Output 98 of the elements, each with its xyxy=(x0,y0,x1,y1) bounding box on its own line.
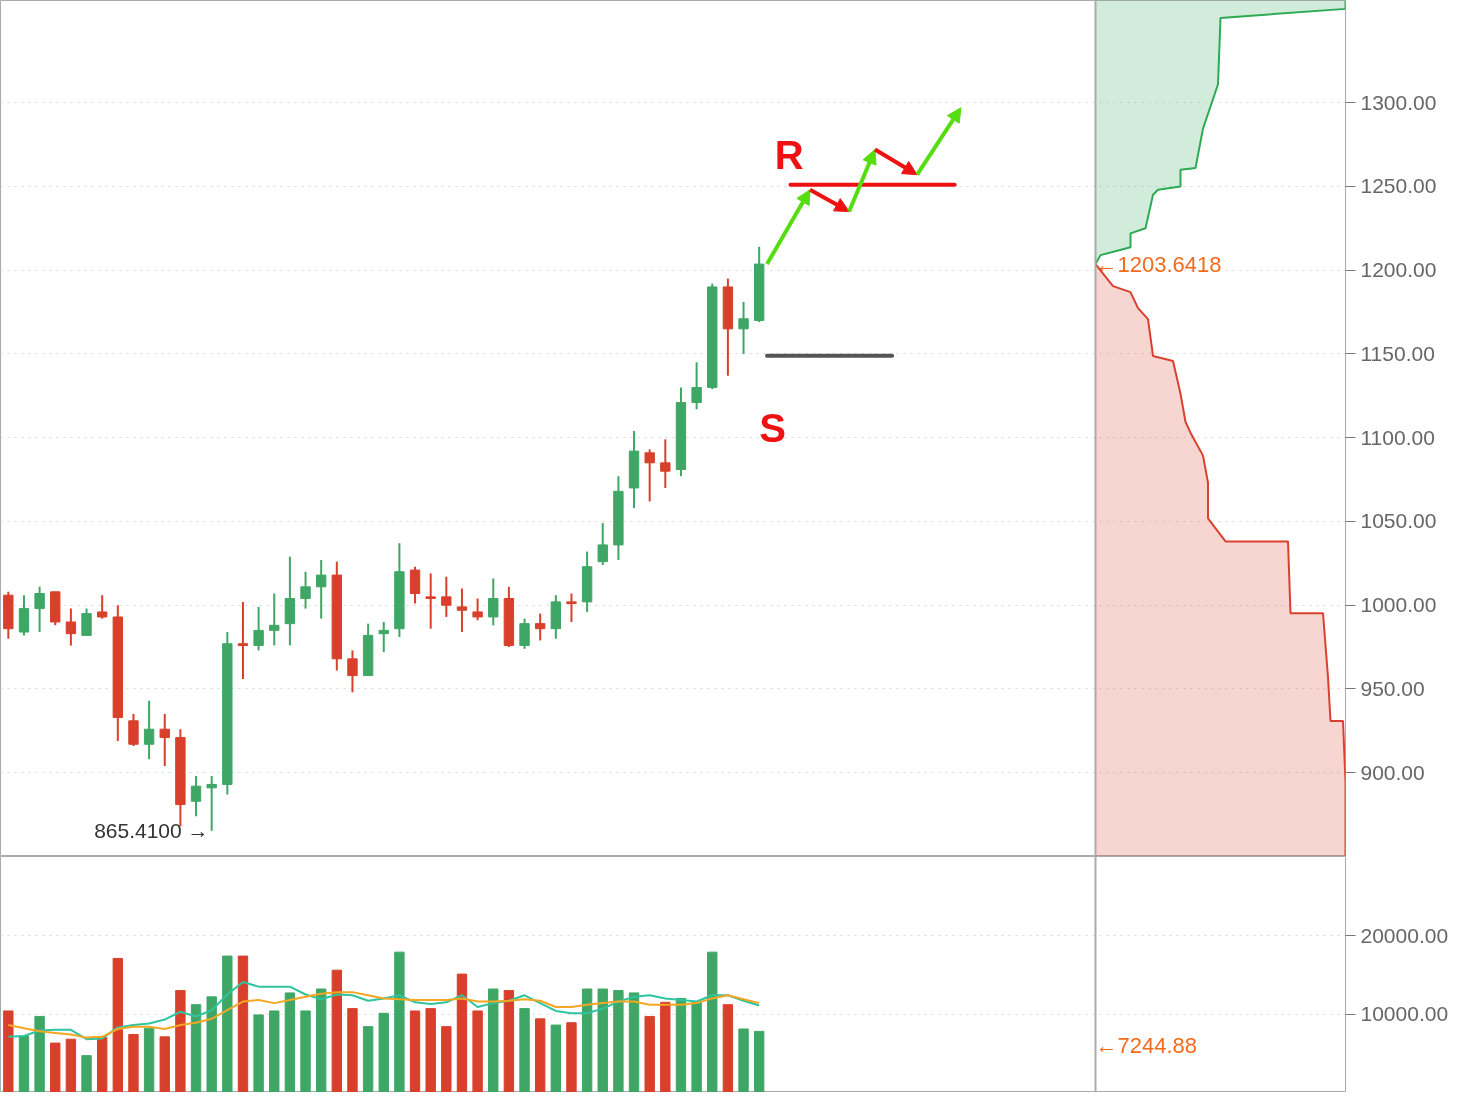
y-tick-label: 1150.00 xyxy=(1360,341,1435,365)
y-tick-label: 1050.00 xyxy=(1360,509,1437,533)
candlestick xyxy=(269,592,280,647)
bar xyxy=(190,1004,202,1092)
bar xyxy=(331,969,343,1092)
candlestick xyxy=(159,713,170,768)
candlestick xyxy=(34,585,45,634)
bar xyxy=(707,951,718,1092)
y-tick-label: 1000.00 xyxy=(1360,593,1437,617)
bar xyxy=(550,1024,562,1092)
bar xyxy=(222,955,233,1092)
bar xyxy=(206,996,217,1092)
line-series xyxy=(7,980,761,1041)
candlestick xyxy=(456,587,468,634)
candlestick xyxy=(65,607,77,647)
bar xyxy=(472,1010,483,1092)
candlestick xyxy=(488,577,499,627)
bar xyxy=(753,1030,765,1092)
y-tick-label: 1250.00 xyxy=(1360,174,1437,198)
bar xyxy=(300,1010,311,1092)
bar xyxy=(519,1008,530,1092)
bar xyxy=(488,988,499,1092)
bar xyxy=(441,1026,452,1092)
bar xyxy=(628,992,640,1092)
candlestick xyxy=(738,301,749,355)
bar xyxy=(691,1001,702,1092)
candlestick xyxy=(300,570,311,610)
y-tick-label: 950.00 xyxy=(1360,676,1425,700)
y-tick-label: 1200.00 xyxy=(1360,258,1437,282)
y-tick-label: 900.00 xyxy=(1360,760,1425,784)
ref-line-label: R xyxy=(774,132,804,177)
candlestick xyxy=(347,649,358,694)
bar xyxy=(81,1055,92,1092)
candlestick xyxy=(519,617,530,650)
candlestick xyxy=(206,775,217,832)
candlestick xyxy=(409,565,421,605)
ref-line-label: S xyxy=(759,405,786,450)
annotation: 865.4100 → xyxy=(94,819,209,843)
candlestick xyxy=(472,597,483,622)
y-tick-label: 20000.00 xyxy=(1360,923,1449,947)
bar xyxy=(347,1008,358,1092)
bar xyxy=(644,1015,655,1092)
candlestick xyxy=(143,699,155,761)
annotation: ←1203.6418 xyxy=(1095,251,1222,277)
bar xyxy=(394,951,405,1092)
bar xyxy=(566,1022,577,1092)
bar xyxy=(143,1027,155,1092)
candlestick xyxy=(534,612,546,642)
bar xyxy=(175,990,186,1092)
bar xyxy=(3,1010,14,1092)
bar xyxy=(456,973,468,1092)
bar xyxy=(503,990,515,1092)
bar xyxy=(534,1018,546,1092)
text: ←7244.88 xyxy=(1095,1032,1198,1058)
bar xyxy=(581,988,593,1092)
y-tick-label: 10000.00 xyxy=(1360,1002,1449,1026)
candlestick xyxy=(566,592,577,623)
y-tick-label: 1300.00 xyxy=(1360,90,1437,114)
bar xyxy=(425,1008,436,1092)
bar xyxy=(597,988,608,1092)
bar xyxy=(722,1004,734,1092)
bar xyxy=(159,1036,170,1092)
candlestick xyxy=(237,600,249,680)
candlestick xyxy=(425,572,436,630)
bar xyxy=(660,1001,671,1092)
bar xyxy=(253,1014,264,1092)
candlestick xyxy=(253,605,264,652)
line-series xyxy=(7,991,761,1039)
bar xyxy=(65,1038,77,1092)
bar xyxy=(128,1033,139,1092)
candlestick xyxy=(441,575,452,618)
candlestick xyxy=(190,775,202,818)
bar xyxy=(112,957,124,1092)
candlestick xyxy=(378,620,389,654)
bar xyxy=(409,1010,421,1092)
bar xyxy=(738,1028,749,1092)
candlestick xyxy=(81,607,92,637)
bar xyxy=(34,1015,45,1092)
candlestick xyxy=(691,361,702,411)
bar xyxy=(18,1035,30,1092)
candlestick xyxy=(96,594,108,620)
candlestick xyxy=(660,438,671,489)
bar xyxy=(96,1037,108,1092)
bar xyxy=(378,1012,389,1092)
candlestick xyxy=(597,522,608,567)
bar xyxy=(362,1026,374,1092)
bar xyxy=(613,990,624,1092)
candlestick xyxy=(315,559,327,620)
candlestick xyxy=(18,594,30,637)
y-tick-label: 1100.00 xyxy=(1360,425,1435,449)
bar xyxy=(269,1010,280,1092)
candlestick xyxy=(644,448,655,503)
bar xyxy=(237,955,249,1092)
bar xyxy=(675,997,687,1092)
bar xyxy=(50,1042,61,1092)
bar xyxy=(315,988,327,1092)
candlestick xyxy=(128,713,139,747)
bar xyxy=(284,992,296,1092)
